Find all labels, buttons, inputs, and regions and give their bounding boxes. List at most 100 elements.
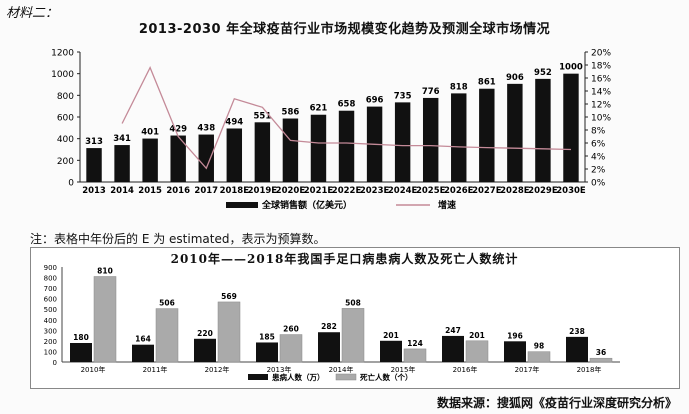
chart2-bar-deaths [527, 351, 551, 363]
chart1-y2-tick-label: 8% [591, 127, 606, 137]
data-source: 数据来源：搜狐网《疫苗行业深度研究分析》 [436, 396, 677, 410]
chart1-x-tick-label: 2022E [332, 186, 362, 196]
chart1-bar [226, 128, 243, 182]
chart1-legend-bar-swatch [226, 202, 258, 208]
chart2-x-tick-label: 2014年 [329, 365, 354, 374]
chart1-x-tick-label: 2020E [276, 186, 306, 196]
chart1-y2-tick-label: 6% [591, 140, 606, 150]
chart1-y-tick-label: 800 [57, 92, 74, 102]
chart1-bar-value-label: 696 [366, 96, 384, 106]
chart2-deaths-value-label: 201 [469, 331, 485, 340]
chart1-x-tick-label: 2030E [556, 186, 586, 196]
chart1-x-tick-label: 2017 [194, 186, 218, 196]
chart2-cases-value-label: 164 [135, 335, 151, 344]
chart1-bar-value-label: 818 [450, 82, 468, 92]
chart2-x-tick-label: 2017年 [515, 365, 540, 374]
chart2-bar-cases [132, 344, 154, 362]
chart1-x-tick-label: 2023E [360, 186, 390, 196]
chart1-y2-tick-label: 2% [591, 166, 606, 176]
chart1-bar [422, 97, 439, 182]
chart1-bar-value-label: 776 [422, 87, 440, 97]
chart1-x-tick-label: 2029E [528, 186, 558, 196]
chart2-y-tick-label: 200 [44, 338, 57, 346]
chart1-y-tick-label: 1200 [51, 49, 74, 59]
chart2-y-tick-label: 300 [44, 327, 57, 335]
chart1-x-tick-label: 2013 [82, 186, 106, 196]
chart1-x-tick-label: 2019E [248, 186, 278, 196]
chart1-bar [563, 73, 579, 182]
chart2-y-tick-label: 800 [44, 275, 57, 283]
chart2-deaths-value-label: 98 [534, 342, 544, 351]
chart2-bar-deaths [465, 340, 489, 363]
chart1-x-tick-label: 2025E [416, 186, 446, 196]
chart1-x-tick-label: 2014 [110, 186, 134, 196]
chart1-bar [198, 134, 214, 182]
chart2-bar-cases [566, 336, 588, 362]
chart1-x-tick-label: 2018E [220, 186, 250, 196]
chart1-growth-line [121, 66, 572, 170]
chart1-bar-value-label: 551 [253, 111, 271, 121]
chart1-y2-tick-label: 16% [591, 75, 611, 85]
chart1-bar-value-label: 401 [141, 128, 159, 138]
chart1-y2-tick-label: 0% [591, 179, 606, 189]
chart1-bar [338, 110, 355, 182]
chart2-cases-value-label: 185 [259, 332, 275, 341]
chart2-y-tick-label: 0 [53, 359, 57, 367]
chart1-bar-value-label: 658 [338, 100, 356, 110]
chart1-x-tick-label: 2021E [304, 186, 334, 196]
chart1-bar-value-label: 586 [282, 108, 300, 118]
chart2-x-tick-label: 2016年 [453, 365, 478, 374]
chart1-bar [170, 135, 186, 182]
chart1-bar [254, 122, 271, 182]
chart2-legend-cases-swatch [248, 374, 268, 380]
chart1-y-tick-label: 600 [57, 114, 74, 124]
chart1-title: 2013-2030 年全球疫苗行业市场规模变化趋势及预测全球市场情况 [138, 22, 551, 37]
chart1-y-tick-label: 1000 [51, 70, 74, 80]
chart2-y-tick-label: 700 [44, 285, 57, 293]
chart2-cases-value-label: 201 [383, 331, 399, 340]
chart2-bar-deaths [589, 357, 613, 363]
chart2-deaths-value-label: 508 [345, 298, 361, 307]
chart1-bar-value-label: 861 [478, 78, 496, 88]
chart2-x-tick-label: 2018年 [577, 365, 602, 374]
chart1-bar-value-label: 313 [85, 137, 103, 147]
chart2-cases-value-label: 180 [73, 333, 89, 342]
chart2-bar-deaths [217, 301, 241, 363]
chart2-deaths-value-label: 260 [283, 325, 299, 334]
chart2-x-tick-label: 2013年 [267, 365, 292, 374]
chart1-x-tick-label: 2027E [472, 186, 502, 196]
chart2-y-tick-label: 900 [44, 264, 57, 272]
chart1-y2-tick-label: 12% [591, 101, 611, 111]
chart2-y-tick-label: 100 [44, 348, 57, 356]
chart1-y2-tick-label: 18% [591, 62, 611, 72]
chart1-y-tick-label: 0 [68, 179, 74, 189]
chart2-deaths-value-label: 569 [221, 292, 237, 301]
chart2-bar-cases [70, 343, 92, 362]
chart2-legend-deaths-label: 死亡人数（个） [360, 372, 413, 382]
material-label: 材料二： [6, 6, 59, 21]
chart1-bar-value-label: 494 [225, 117, 243, 127]
chart1-y2-tick-label: 4% [591, 153, 606, 163]
chart1-x-tick-label: 2024E [388, 186, 418, 196]
chart1-bar [479, 88, 495, 182]
chart2-bar-cases [380, 340, 402, 362]
chart2-cases-value-label: 247 [445, 326, 461, 335]
chart1-y2-tick-label: 20% [591, 49, 611, 59]
chart1-bar [282, 118, 299, 182]
chart1-bar-value-label: 621 [310, 104, 328, 114]
chart2-x-tick-label: 2015年 [391, 365, 416, 374]
chart2-cases-value-label: 238 [569, 327, 585, 336]
chart2-cases-value-label: 220 [197, 329, 213, 338]
chart2-y-tick-label: 500 [44, 306, 57, 314]
chart1-bar [394, 102, 411, 182]
chart1-legend-bar-label: 全球销售额（亿美元） [261, 199, 352, 211]
chart2-bar-deaths [341, 308, 365, 363]
chart2-bar-deaths [279, 334, 303, 363]
chart2-bar-deaths [403, 348, 427, 363]
chart1-legend-line-label: 增速 [438, 199, 456, 211]
chart2-x-tick-label: 2011年 [143, 365, 168, 374]
chart1-bar [310, 114, 327, 182]
chart2-bar-cases [318, 332, 340, 362]
chart1-bar-value-label: 438 [197, 124, 215, 134]
